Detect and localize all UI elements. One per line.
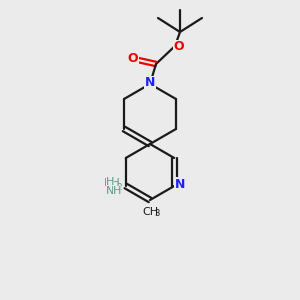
Text: H: H [112, 186, 121, 196]
Text: NH: NH [103, 178, 120, 188]
Text: N: N [106, 186, 114, 196]
Text: O: O [174, 40, 184, 53]
Text: 3: 3 [154, 209, 160, 218]
Text: 2: 2 [116, 184, 122, 193]
Text: O: O [128, 52, 138, 65]
Text: N: N [145, 76, 155, 89]
Text: H: H [106, 177, 114, 187]
Text: N: N [175, 178, 185, 190]
Text: CH: CH [142, 207, 158, 217]
